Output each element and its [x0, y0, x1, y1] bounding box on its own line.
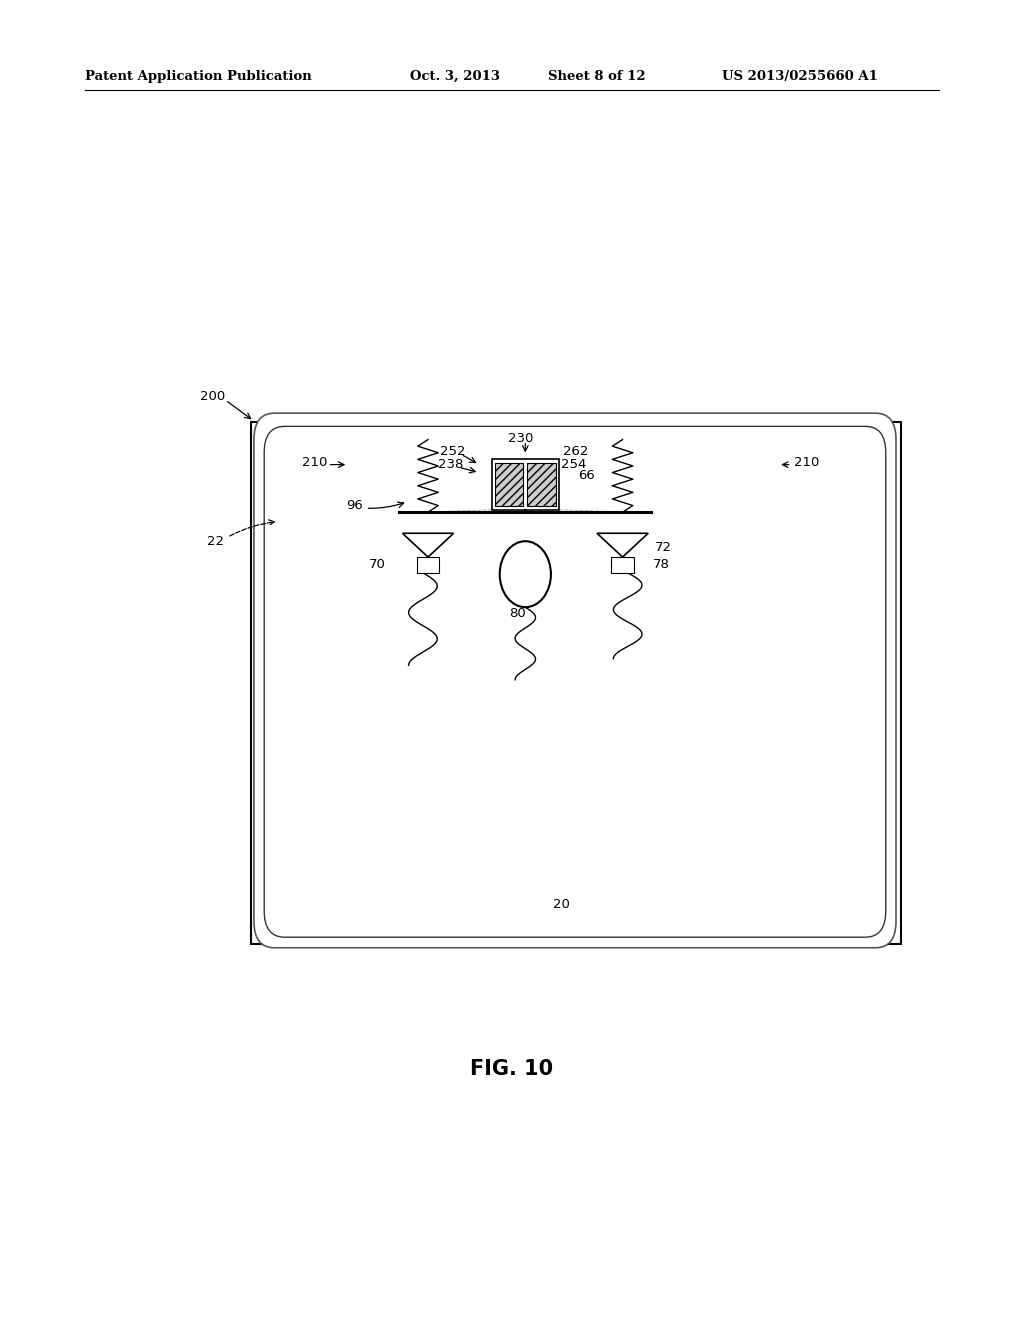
Text: 210: 210 — [302, 455, 328, 469]
Text: 80: 80 — [509, 607, 525, 620]
Text: 238: 238 — [438, 458, 464, 471]
Text: Patent Application Publication: Patent Application Publication — [85, 70, 311, 83]
Text: FIG. 10: FIG. 10 — [470, 1059, 554, 1080]
Text: 72: 72 — [655, 541, 673, 554]
Text: 96: 96 — [346, 499, 362, 512]
Text: 78: 78 — [653, 558, 670, 572]
Text: 210: 210 — [794, 455, 819, 469]
Bar — [251, 422, 901, 944]
FancyBboxPatch shape — [492, 459, 559, 510]
FancyBboxPatch shape — [254, 413, 896, 948]
Bar — [417, 557, 439, 573]
Bar — [611, 557, 634, 573]
Text: 22: 22 — [207, 535, 224, 548]
Text: US 2013/0255660 A1: US 2013/0255660 A1 — [722, 70, 878, 83]
Text: 230: 230 — [508, 432, 534, 445]
Text: 20: 20 — [553, 898, 569, 911]
FancyBboxPatch shape — [495, 463, 523, 506]
Text: Sheet 8 of 12: Sheet 8 of 12 — [548, 70, 645, 83]
Text: 262: 262 — [563, 445, 589, 458]
Text: 252: 252 — [440, 445, 466, 458]
Text: Oct. 3, 2013: Oct. 3, 2013 — [410, 70, 500, 83]
Text: 254: 254 — [561, 458, 587, 471]
Text: 70: 70 — [369, 558, 385, 572]
FancyBboxPatch shape — [527, 463, 556, 506]
Text: 66: 66 — [579, 469, 595, 482]
Text: 200: 200 — [200, 389, 225, 403]
FancyBboxPatch shape — [264, 426, 886, 937]
